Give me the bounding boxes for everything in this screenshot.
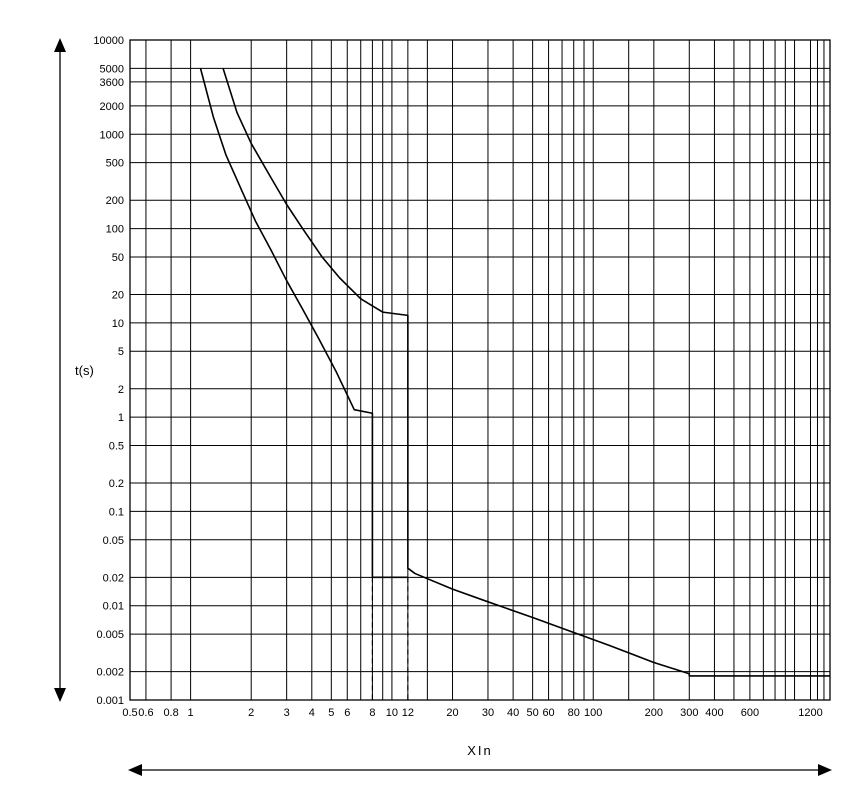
xtick-label: 10	[386, 707, 398, 719]
arrow-right-icon	[818, 764, 832, 776]
arrow-left-icon	[128, 764, 142, 776]
xtick-label: 5	[328, 707, 334, 719]
ytick-label: 1	[118, 412, 124, 424]
ytick-label: 0.02	[103, 572, 124, 584]
xtick-label: 30	[482, 707, 494, 719]
ytick-label: 0.002	[96, 667, 124, 679]
xtick-label: 2	[248, 707, 254, 719]
arrow-up-icon	[54, 38, 66, 52]
ytick-label: 1000	[100, 129, 124, 141]
arrow-down-icon	[54, 688, 66, 702]
ytick-label: 0.1	[109, 506, 124, 518]
ytick-label: 0.001	[96, 695, 124, 707]
xtick-label: 6	[344, 707, 350, 719]
xtick-label: 1200	[798, 707, 822, 719]
xtick-label: 3	[284, 707, 290, 719]
plot-border	[130, 40, 830, 700]
ytick-label: 0.5	[109, 441, 124, 453]
xtick-label: 50	[527, 707, 539, 719]
xtick-label: 20	[446, 707, 458, 719]
ytick-label: 2	[118, 384, 124, 396]
xtick-label: 80	[568, 707, 580, 719]
xtick-label: 0.6	[138, 707, 153, 719]
ytick-label: 5	[118, 346, 124, 358]
ytick-label: 20	[112, 289, 124, 301]
chart-svg: 1000050003600200010005002001005020105210…	[0, 0, 857, 799]
xtick-label: 0.5	[122, 707, 137, 719]
xtick-label: 100	[584, 707, 602, 719]
ytick-label: 0.005	[96, 629, 124, 641]
trip-curve-chart: 1000050003600200010005002001005020105210…	[0, 0, 857, 799]
ytick-label: 0.01	[103, 601, 124, 613]
xtick-label: 600	[741, 707, 759, 719]
xtick-label: 40	[507, 707, 519, 719]
ytick-label: 0.2	[109, 478, 124, 490]
xtick-label: 60	[542, 707, 554, 719]
xtick-label: 300	[680, 707, 698, 719]
ytick-label: 0.05	[103, 535, 124, 547]
ytick-label: 2000	[100, 101, 124, 113]
ytick-label: 10	[112, 318, 124, 330]
xtick-label: 200	[645, 707, 663, 719]
xtick-label: 400	[705, 707, 723, 719]
xtick-label: 12	[402, 707, 414, 719]
curve-right	[223, 68, 830, 676]
xtick-label: 0.8	[163, 707, 178, 719]
xtick-label: 4	[309, 707, 315, 719]
ytick-label: 3600	[100, 77, 124, 89]
ytick-label: 100	[106, 224, 124, 236]
x-axis-label: XIn	[467, 743, 493, 758]
ytick-label: 5000	[100, 63, 124, 75]
ytick-label: 50	[112, 252, 124, 264]
ytick-label: 200	[106, 195, 124, 207]
xtick-label: 8	[369, 707, 375, 719]
ytick-label: 500	[106, 158, 124, 170]
ytick-label: 10000	[93, 35, 124, 47]
xtick-label: 1	[188, 707, 194, 719]
y-axis-label: t(s)	[75, 363, 94, 378]
